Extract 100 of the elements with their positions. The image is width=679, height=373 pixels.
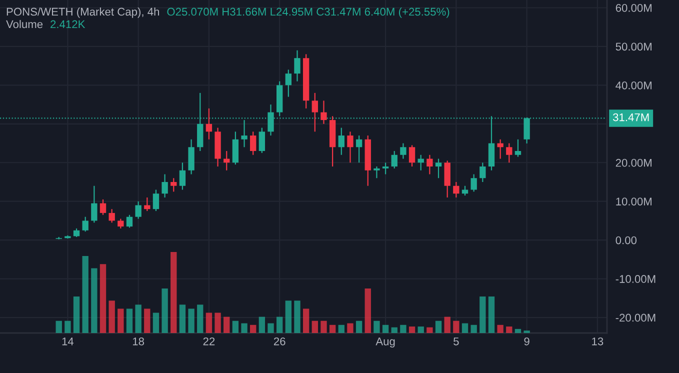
- bar: [391, 327, 398, 333]
- bar: [276, 316, 283, 333]
- candlestick: [100, 198, 106, 216]
- candlestick: [108, 208, 115, 224]
- x-tick-label: 14: [62, 338, 74, 346]
- bar: [179, 304, 186, 333]
- bar: [302, 308, 310, 333]
- y-tick-label: 50.00M: [616, 42, 652, 51]
- bar: [312, 320, 318, 333]
- y-tick-label: 10.00M: [616, 198, 652, 206]
- ref-line-label: 31.47M: [612, 113, 649, 122]
- candlestick: [258, 127, 266, 154]
- candlestick: [435, 158, 442, 179]
- y-tick-label: 40.00M: [616, 81, 652, 90]
- y-tick-label: 20.00M: [616, 158, 652, 167]
- candlestick: [338, 127, 344, 156]
- candlestick: [470, 174, 477, 192]
- y-tick-label: -20.00M: [616, 314, 656, 322]
- candlestick: [250, 131, 256, 156]
- bar: [188, 308, 194, 333]
- bar: [162, 288, 168, 333]
- candlestick: [294, 50, 300, 82]
- candlestick: [232, 131, 239, 166]
- x-tick-label: 13: [592, 337, 604, 346]
- bar: [470, 324, 477, 333]
- bar: [506, 326, 512, 333]
- x-tick-label: 18: [132, 337, 144, 346]
- y-tick-label: -10.00M: [616, 275, 656, 283]
- bar: [488, 296, 495, 333]
- y-tick-label: 60.00M: [616, 4, 652, 12]
- candlestick: [82, 216, 88, 232]
- bar: [408, 326, 416, 333]
- bar: [73, 296, 80, 333]
- candlestick: [400, 142, 406, 160]
- candlestick: [179, 162, 186, 190]
- chart-title: Volume: [6, 20, 43, 28]
- candlestick: [285, 69, 292, 98]
- bar: [497, 324, 504, 333]
- candlestick: [118, 218, 124, 230]
- candlestick: [374, 166, 380, 179]
- candlestick: [408, 144, 416, 168]
- bar: [64, 320, 71, 333]
- candlestick: [426, 154, 433, 175]
- bar: [294, 300, 300, 333]
- candlestick: [444, 160, 450, 198]
- bar: [356, 320, 362, 333]
- candlestick: [320, 100, 327, 124]
- candlestick: [170, 178, 177, 192]
- candlestick: [135, 200, 142, 220]
- bar: [91, 268, 98, 333]
- candlestick: [382, 162, 389, 175]
- x-tick-label: 22: [203, 337, 215, 346]
- bar: [258, 316, 266, 333]
- candlestick: [347, 131, 354, 164]
- bar: [444, 316, 450, 333]
- bar: [480, 296, 486, 333]
- candlestick: [312, 92, 318, 132]
- candlestick: [453, 181, 460, 198]
- x-tick-label: 5: [454, 338, 459, 346]
- bar: [197, 304, 204, 333]
- candlestick: [188, 138, 194, 175]
- bar: [126, 308, 133, 333]
- candlestick: [480, 162, 486, 183]
- bar: [56, 320, 62, 333]
- bar: [435, 320, 442, 333]
- bar: [514, 328, 522, 333]
- bar: [329, 324, 336, 333]
- x-tick-label: 26: [274, 337, 286, 346]
- bar: [250, 324, 256, 333]
- bar: [426, 327, 433, 333]
- y-tick-label: 0.00: [616, 236, 637, 244]
- bar: [152, 312, 160, 333]
- chart-subtitle: 2.412K: [50, 20, 86, 28]
- bar: [338, 324, 344, 333]
- candlestick: [126, 214, 133, 228]
- bar: [347, 323, 354, 333]
- candlestick: [506, 142, 512, 164]
- bar: [382, 324, 389, 333]
- bar: [241, 323, 248, 333]
- candlestick: [497, 138, 504, 160]
- text: O25.070M H31.66M L24.95M C31.47M 6.40M (+25.55%): [167, 8, 450, 18]
- x-tick-label: 9: [524, 337, 530, 346]
- candlestick: [152, 189, 160, 212]
- bar: [453, 320, 460, 333]
- candlestick: [144, 196, 150, 212]
- candlestick: [356, 134, 362, 164]
- bar: [82, 256, 88, 333]
- bar: [108, 300, 115, 333]
- bar: [224, 316, 230, 333]
- text: PONS/WETH (Market Cap), 4h: [6, 8, 160, 18]
- bar: [268, 323, 274, 333]
- bar: [118, 308, 124, 333]
- candlestick: [514, 138, 522, 158]
- candlestick: [391, 150, 398, 169]
- bar: [364, 288, 371, 333]
- bar: [170, 252, 177, 333]
- bar: [135, 304, 142, 333]
- bar: [232, 320, 239, 333]
- bar: [100, 264, 106, 333]
- candlestick: [462, 185, 468, 196]
